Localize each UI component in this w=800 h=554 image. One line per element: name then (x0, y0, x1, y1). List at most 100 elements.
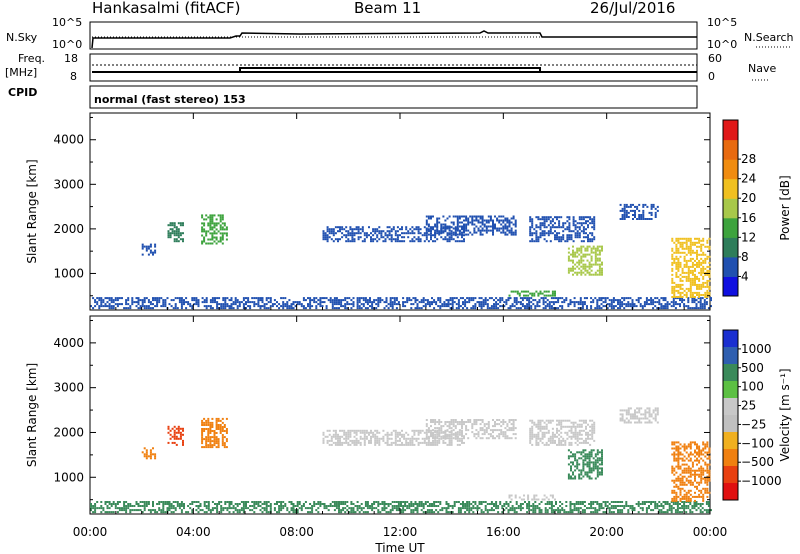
velocity-echo-cell (420, 509, 423, 512)
velocity-echo-cell (207, 509, 210, 512)
velocity-echo-cell (300, 509, 303, 512)
velocity-echo-cell (399, 437, 401, 440)
power-echo-cell (588, 261, 591, 264)
velocity-echo-cell (627, 407, 630, 410)
velocity-echo-cell (251, 501, 254, 503)
velocity-echo-cell (540, 501, 543, 503)
velocity-echo-cell (236, 511, 239, 514)
power-echo-cell (608, 299, 611, 302)
power-echo-cell (141, 247, 144, 250)
velocity-echo-cell (654, 413, 657, 416)
power-echo-cell (585, 228, 587, 231)
power-echo-cell (485, 227, 488, 230)
power-echo-cell (467, 219, 470, 222)
power-echo-cell (694, 269, 696, 272)
velocity-echo-cell (444, 433, 447, 436)
velocity-echo-cell (558, 443, 561, 446)
power-echo-cell (223, 228, 226, 231)
power-echo-cell (568, 228, 571, 231)
power-echo-cell (576, 261, 579, 264)
power-echo-cell (215, 242, 218, 245)
power-echo-cell (152, 307, 154, 310)
velocity-echo-cell (217, 446, 220, 449)
velocity-echo-cell (438, 421, 441, 423)
power-echo-cell (551, 232, 554, 235)
velocity-echo-cell (492, 437, 494, 440)
power-echo-cell (180, 297, 183, 300)
power-echo-cell (683, 275, 686, 278)
velocity-echo-cell (180, 509, 183, 512)
power-echo-cell (394, 230, 397, 233)
velocity-echo-cell (705, 501, 708, 503)
velocity-echo-cell (679, 457, 682, 460)
velocity-echo-cell (566, 425, 569, 428)
velocity-echo-cell (508, 437, 511, 440)
power-echo-cell (149, 249, 152, 252)
velocity-echo-cell (677, 465, 680, 468)
velocity-echo-cell (699, 505, 702, 507)
velocity-echo-cell (427, 427, 430, 430)
velocity-echo-cell (201, 430, 204, 432)
velocity-echo-cell (242, 501, 245, 503)
power-echo-cell (219, 228, 222, 231)
power-echo-cell (679, 305, 681, 308)
velocity-echo-cell (139, 501, 142, 503)
power-echo-cell (455, 297, 458, 300)
power-echo-cell (558, 224, 561, 227)
power-echo-cell (326, 234, 329, 237)
power-echo-cell (687, 277, 690, 280)
power-colorbar-frame (722, 119, 739, 297)
velocity-echo-cell (92, 507, 95, 510)
power-echo-cell (484, 303, 487, 306)
velocity-echo-cell (446, 425, 449, 428)
velocity-echo-cell (574, 435, 577, 438)
power-echo-cell (702, 239, 705, 242)
velocity-echo-cell (394, 431, 397, 434)
velocity-echo-cell (614, 505, 617, 507)
power-echo-cell (541, 224, 544, 227)
velocity-echo-cell (508, 494, 511, 497)
velocity-echo-cell (515, 511, 518, 514)
power-echo-cell (679, 237, 682, 240)
power-echo-cell (444, 225, 447, 228)
power-echo-cell (695, 303, 698, 306)
power-echo-cell (506, 217, 509, 220)
velocity-echo-cell (357, 429, 360, 432)
velocity-echo-cell (209, 446, 212, 449)
power-echo-cell (558, 226, 561, 229)
power-echo-cell (536, 305, 539, 308)
velocity-echo-cell (568, 441, 571, 444)
power-echo-cell (173, 238, 176, 241)
velocity-echo-cell (572, 431, 575, 434)
power-echo-cell (598, 297, 601, 300)
power-echo-cell (423, 232, 426, 235)
power-echo-cell (183, 301, 185, 304)
power-echo-cell (531, 234, 534, 237)
velocity-echo-cell (456, 437, 459, 440)
power-echo-cell (516, 290, 519, 293)
power-echo-cell (116, 299, 119, 302)
velocity-echo-cell (425, 437, 428, 440)
power-echo-cell (112, 301, 115, 304)
power-echo-cell (589, 216, 592, 219)
velocity-echo-cell (541, 431, 544, 434)
velocity-echo-cell (454, 425, 457, 428)
power-echo-cell (636, 205, 639, 208)
velocity-echo-cell (370, 437, 372, 440)
power-echo-cell (534, 307, 537, 310)
velocity-echo-cell (452, 423, 455, 426)
velocity-echo-cell (280, 507, 283, 510)
power-echo-cell (376, 228, 379, 231)
velocity-echo-cell (627, 509, 630, 512)
velocity-echo-cell (147, 509, 150, 512)
velocity-echo-cell (625, 505, 628, 507)
velocity-echo-cell (507, 503, 510, 505)
power-echo-cell (463, 238, 465, 241)
power-echo-cell (280, 305, 283, 308)
velocity-echo-cell (634, 409, 636, 412)
power-echo-cell (578, 216, 581, 219)
power-echo-cell (463, 225, 465, 228)
velocity-echo-cell (601, 453, 603, 456)
power-echo-cell (538, 299, 541, 302)
power-echo-cell (704, 257, 707, 260)
